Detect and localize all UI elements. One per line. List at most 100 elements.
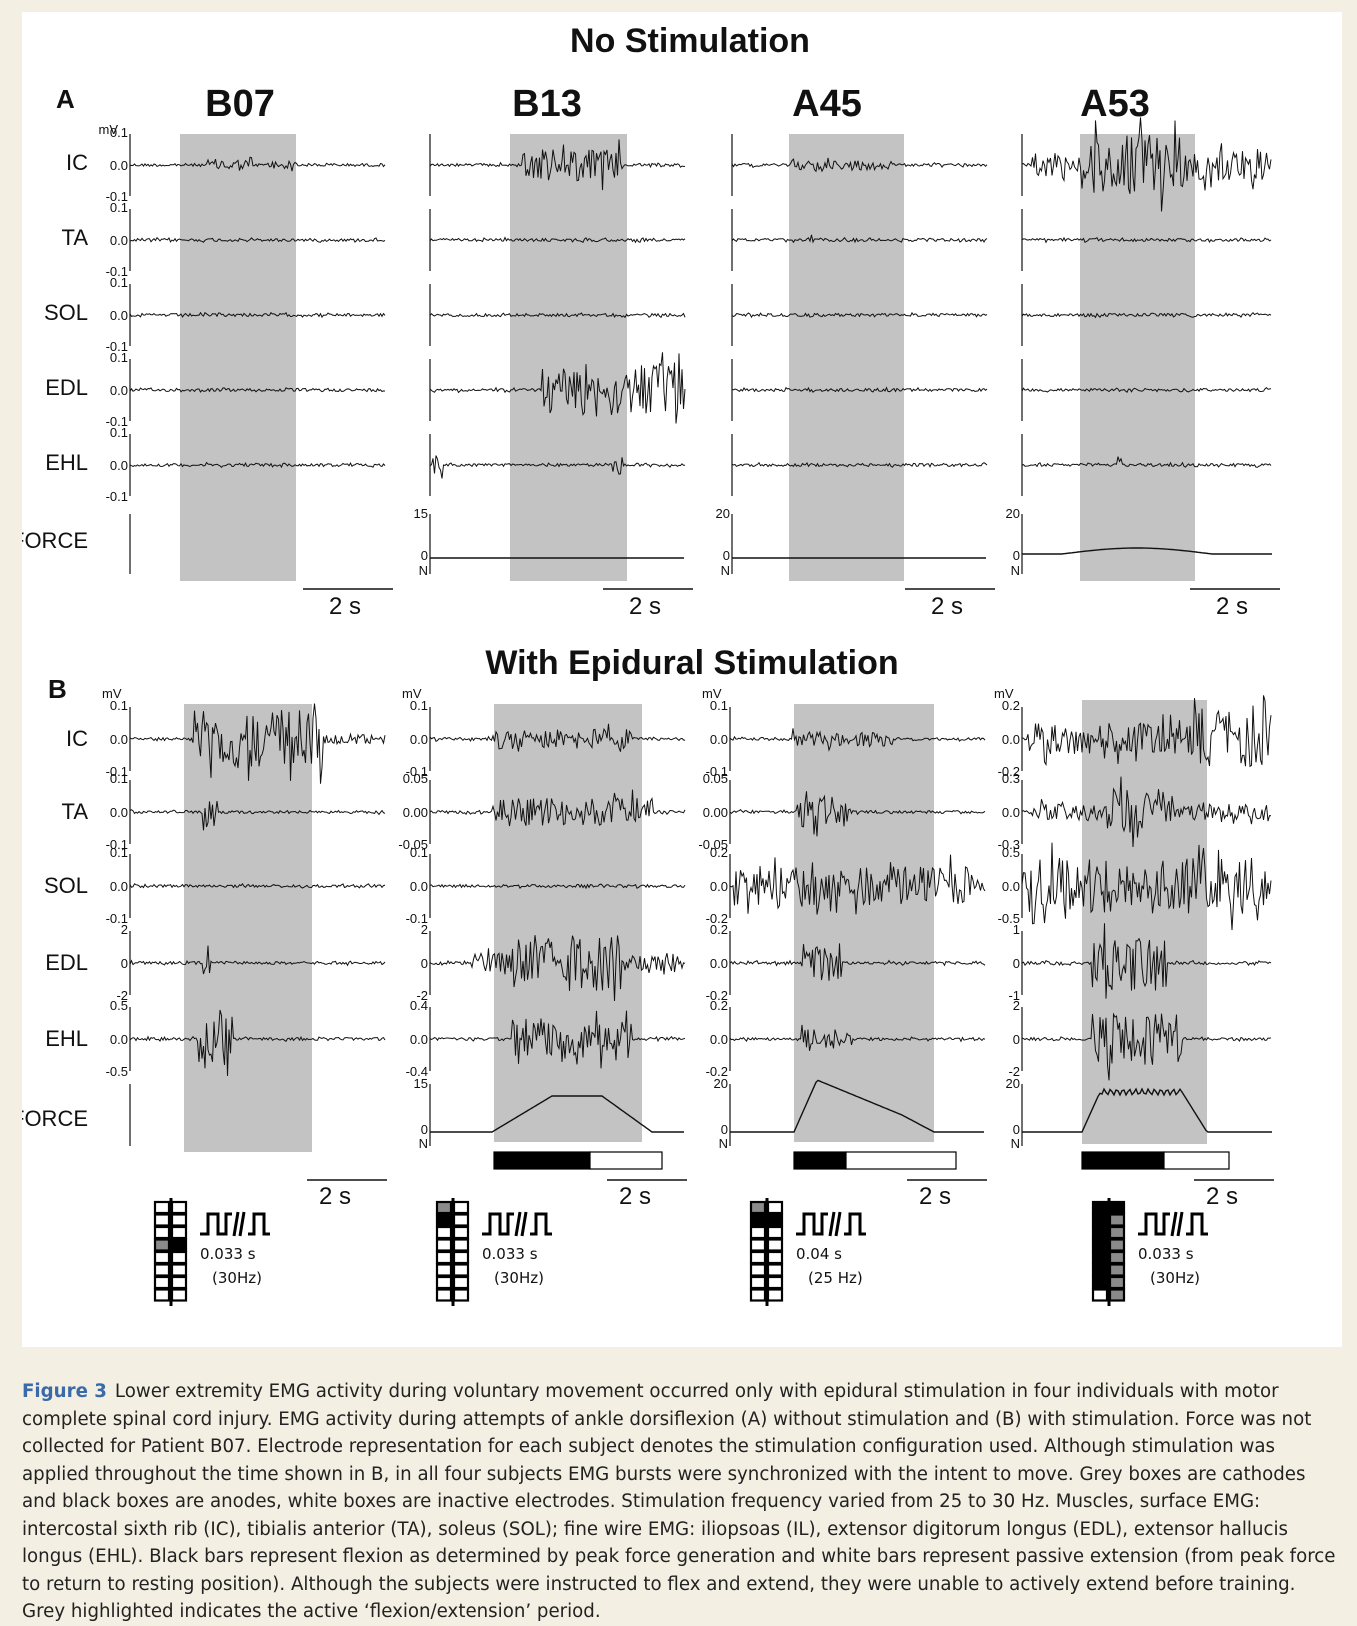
tick-label: 0 xyxy=(723,548,730,563)
tick-label: 0 xyxy=(1013,1122,1020,1137)
tick-label: 0.1 xyxy=(110,350,128,365)
electrode-contact xyxy=(153,1250,171,1265)
electrode-contact xyxy=(1108,1263,1126,1277)
subject-title-a: B07 xyxy=(205,83,275,125)
emg-trace-a xyxy=(129,387,386,393)
electrode-contact xyxy=(153,1275,171,1290)
tick-label: -0.2 xyxy=(998,764,1020,779)
tick-label: 0.00 xyxy=(703,805,728,820)
electrode-contact xyxy=(170,1200,188,1215)
electrode-contact xyxy=(1091,1225,1109,1240)
extension-bar xyxy=(1163,1151,1230,1170)
tick-label: -0.05 xyxy=(698,837,728,852)
tick-label: 1 xyxy=(1013,922,1020,937)
emg-trace-a xyxy=(129,236,386,243)
tick-label: 0.0 xyxy=(110,879,128,894)
emg-trace-a xyxy=(429,139,685,191)
stimulation-period: 0.033 s xyxy=(200,1245,256,1263)
electrode-contact xyxy=(749,1288,767,1302)
tick-label: -0.5 xyxy=(106,1064,128,1079)
emg-trace-a xyxy=(731,234,988,244)
emg-trace-b xyxy=(429,789,686,827)
active-period-highlight-a xyxy=(1080,134,1195,581)
tick-label: 0.0 xyxy=(410,879,428,894)
tick-label: -0.2 xyxy=(706,988,728,1003)
electrode-contact xyxy=(153,1213,171,1227)
tick-label: 0.00 xyxy=(403,805,428,820)
electrode-contact xyxy=(766,1238,784,1252)
emg-trace-a xyxy=(429,455,685,479)
tick-label: 0.0 xyxy=(110,458,128,473)
extension-bar xyxy=(845,1151,957,1170)
muscle-label-b: SOL xyxy=(44,873,88,898)
tick-label: 0.0 xyxy=(710,956,728,971)
stimulation-frequency: (30Hz) xyxy=(212,1269,262,1287)
emg-trace-a xyxy=(731,157,988,173)
tick-label: 0.1 xyxy=(110,125,128,140)
tick-label: -2 xyxy=(1008,1064,1020,1079)
flexion-bar xyxy=(793,1151,847,1170)
emg-trace-b xyxy=(729,728,986,752)
flexion-bar xyxy=(493,1151,591,1170)
tick-label: -0.1 xyxy=(106,414,128,429)
tick-label: 0.0 xyxy=(110,805,128,820)
muscle-label-a: EHL xyxy=(45,450,88,475)
electrode-contact xyxy=(749,1263,767,1277)
flexion-bar xyxy=(1081,1151,1165,1170)
scale-bar-label-a: 2 s xyxy=(629,593,661,620)
electrode-contact xyxy=(1108,1275,1126,1290)
emg-trace-b xyxy=(129,945,386,975)
electrode-contact xyxy=(153,1225,171,1240)
force-trace-b xyxy=(430,1095,684,1133)
tick-label: 15 xyxy=(414,506,428,521)
tick-label: 0.0 xyxy=(710,879,728,894)
muscle-label-b: FORCE xyxy=(22,1106,88,1131)
panel-b-label: B xyxy=(48,674,67,704)
electrode-contact xyxy=(1091,1263,1109,1277)
emg-trace-b xyxy=(1021,776,1272,848)
electrode-contact xyxy=(1091,1238,1109,1252)
figure-caption-label: Figure 3 xyxy=(22,1381,107,1403)
n-unit-label: N xyxy=(1011,1136,1020,1151)
n-unit-label: N xyxy=(721,563,730,578)
muscle-label-a: EDL xyxy=(45,375,88,400)
emg-trace-b xyxy=(1021,695,1272,768)
electrode-contact xyxy=(749,1213,767,1227)
mv-unit-label: mV xyxy=(402,686,422,701)
tick-label: 0.0 xyxy=(710,732,728,747)
tick-label: -0.1 xyxy=(106,189,128,204)
electrode-contact xyxy=(766,1213,784,1227)
emg-trace-b xyxy=(1021,842,1272,931)
force-trace-a xyxy=(1022,547,1272,555)
tick-label: -0.1 xyxy=(406,764,428,779)
figure-caption: Figure 3 Lower extremity EMG activity dur… xyxy=(22,1378,1338,1626)
tick-label: 0.1 xyxy=(110,845,128,860)
tick-label: -0.1 xyxy=(106,911,128,926)
electrode-contact xyxy=(1091,1275,1109,1290)
tick-label: 0.4 xyxy=(410,998,428,1013)
electrode-contact xyxy=(749,1200,767,1215)
tick-label: 0.2 xyxy=(1002,698,1020,713)
tick-label: 0.1 xyxy=(110,771,128,786)
tick-label: 0.0 xyxy=(110,158,128,173)
tick-label: 20 xyxy=(716,506,730,521)
emg-trace-a xyxy=(731,311,988,319)
tick-label: 0 xyxy=(421,548,428,563)
active-period-highlight-a xyxy=(510,134,627,581)
tick-label: -0.1 xyxy=(406,911,428,926)
tick-label: -0.5 xyxy=(998,911,1020,926)
emg-trace-a xyxy=(1021,311,1272,319)
electrode-contact xyxy=(766,1263,784,1277)
emg-trace-a xyxy=(429,236,686,244)
tick-label: 0.0 xyxy=(110,308,128,323)
tick-label: 0.0 xyxy=(110,233,128,248)
electrode-contact xyxy=(452,1263,470,1277)
electrode-contact xyxy=(153,1263,171,1277)
emg-figure: No Stimulation With Epidural Stimulation A… xyxy=(22,22,1280,1306)
electrode-contact xyxy=(170,1238,188,1252)
tick-label: 0.0 xyxy=(410,1032,428,1047)
tick-label: 0.5 xyxy=(1002,845,1020,860)
tick-label: 0.3 xyxy=(1002,771,1020,786)
n-unit-label: N xyxy=(1011,563,1020,578)
tick-label: 0 xyxy=(1013,1032,1020,1047)
